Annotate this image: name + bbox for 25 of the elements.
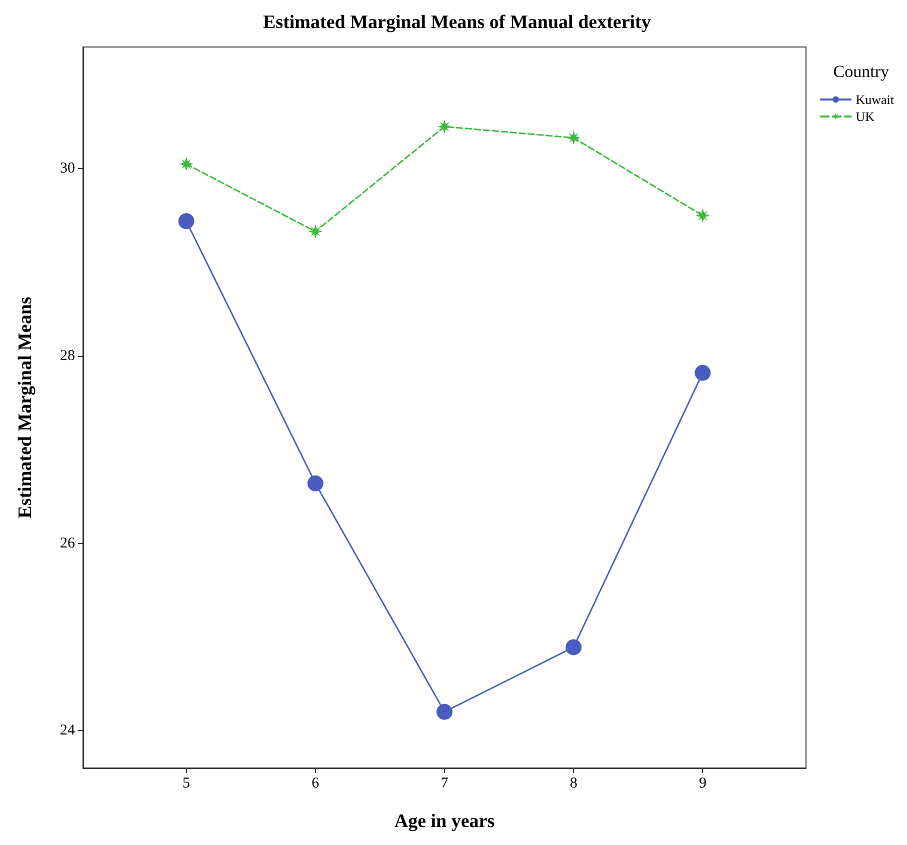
- point: [566, 130, 581, 145]
- x-axis-title: Age in years: [394, 811, 495, 832]
- x-tick-label: 9: [698, 776, 706, 792]
- point: [694, 364, 711, 381]
- y-tick-label: 24: [60, 722, 76, 739]
- point: [307, 475, 324, 492]
- chart-title: Estimated Marginal Means of Manual dexterity: [263, 12, 652, 33]
- point: [179, 157, 194, 172]
- x-tick-label: 5: [182, 776, 190, 792]
- y-axis-title: Estimated Marginal Means: [15, 296, 36, 518]
- point: [438, 120, 452, 134]
- y-tick-label: 26: [60, 535, 76, 552]
- x-tick-label: 8: [570, 776, 578, 792]
- legend-title: Country: [833, 62, 890, 81]
- point: [696, 208, 710, 223]
- point: [436, 704, 452, 720]
- y-tick-label: 28: [60, 348, 75, 364]
- y-tick-label: 30: [60, 160, 75, 177]
- x-tick-label: 6: [312, 776, 320, 792]
- legend-label: Kuwait: [856, 92, 894, 107]
- point: [566, 639, 582, 656]
- legend-label: UK: [856, 109, 876, 124]
- x-tick-label: 7: [440, 776, 449, 792]
- point: [178, 213, 194, 230]
- point: [308, 224, 322, 238]
